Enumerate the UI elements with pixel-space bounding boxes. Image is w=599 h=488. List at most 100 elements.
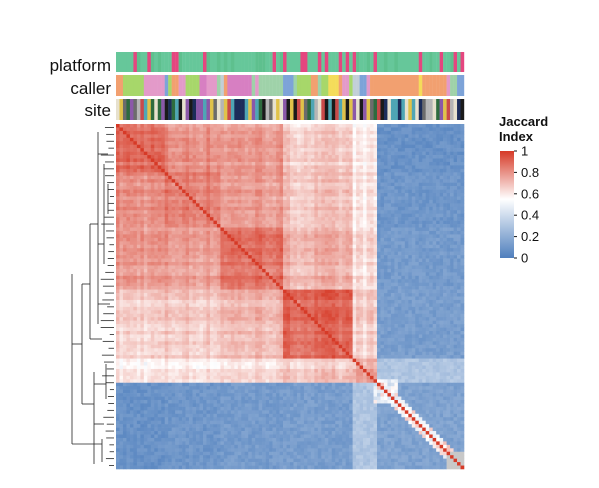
heatmap-cell [272,155,277,159]
heatmap-cell [140,199,145,204]
heatmap-cell [356,251,360,256]
heatmap-cell [425,244,430,249]
heatmap-cell [401,148,406,152]
heatmap-cell [324,217,329,221]
heatmap-cell [290,196,294,201]
track-site-stripe [122,99,127,120]
heatmap-cell [446,203,451,208]
heatmap-cell [446,182,451,187]
heatmap-cell [168,141,172,145]
heatmap-cell [373,234,378,239]
heatmap-cell [269,237,273,242]
heatmap-cell [269,141,273,145]
heatmap-cell [380,179,385,183]
heatmap-cell [161,206,166,211]
heatmap-cell [359,272,364,277]
heatmap-cell [377,237,381,242]
track-caller-stripe [154,75,158,96]
heatmap-cell [408,234,413,239]
heatmap-cell [150,182,155,187]
heatmap-cell [223,199,228,204]
heatmap-cell [404,165,409,170]
heatmap-cell [307,124,312,128]
heatmap-cell [203,141,207,145]
heatmap-cell [206,220,211,225]
heatmap-cell [244,241,249,246]
heatmap-cell [161,130,166,135]
heatmap-cell [234,244,239,249]
heatmap-cell [279,213,284,218]
heatmap-cell [296,241,301,246]
heatmap-cell [192,199,197,204]
heatmap-cell [119,137,124,142]
heatmap-cell [147,158,152,163]
heatmap-cell [443,196,447,201]
heatmap-cell [303,141,308,145]
heatmap-cell [265,137,270,142]
heatmap-cell [196,193,200,197]
heatmap-cell [293,265,298,270]
heatmap-cell [189,272,193,277]
heatmap-cell [185,279,190,283]
heatmap-cell [377,196,381,201]
heatmap-cell [342,179,346,183]
track-platform-stripe [352,52,357,72]
heatmap-cell [154,158,159,163]
heatmap-cell [182,268,186,273]
heatmap-cell [182,196,186,201]
heatmap-cell [199,141,204,145]
heatmap-cell [436,262,440,266]
heatmap-cell [303,244,308,249]
heatmap-cell [342,230,346,235]
heatmap-cell [223,213,228,218]
heatmap-cell [324,224,329,228]
heatmap-cell [119,206,124,211]
heatmap-cell [450,199,454,204]
heatmap-cell [161,262,166,266]
heatmap-cell [425,234,430,239]
heatmap-cell [237,168,242,173]
heatmap-cell [196,241,200,246]
heatmap-cell [209,227,214,232]
heatmap-cell [432,203,437,208]
heatmap-cell [453,262,458,266]
heatmap-cell [377,124,381,128]
heatmap-cell [189,165,193,170]
heatmap-cell [276,161,280,166]
heatmap-cell [352,244,357,249]
heatmap-cell [150,168,155,173]
heatmap-cell [380,124,385,128]
heatmap-cell [377,224,381,228]
heatmap-cell [296,203,301,208]
heatmap-cell [366,203,371,208]
heatmap-cell [401,203,406,208]
heatmap-cell [296,244,301,249]
heatmap-cell [432,244,437,249]
heatmap-cell [383,255,388,259]
heatmap-cell [164,251,169,256]
heatmap-cell [359,244,364,249]
heatmap-cell [244,230,249,235]
heatmap-cell [356,186,360,190]
heatmap-cell [457,141,461,145]
heatmap-cell [408,179,413,183]
heatmap-cell [324,237,329,242]
track-caller-stripe [425,75,430,96]
heatmap-cell [345,210,350,214]
heatmap-cell [387,248,392,252]
heatmap-cell [453,127,458,132]
heatmap-cell [286,130,291,135]
heatmap-cell [331,175,336,180]
heatmap-cell [377,213,381,218]
heatmap-cell [443,137,447,142]
heatmap-cell [213,124,218,128]
heatmap-cell [220,275,225,280]
heatmap-cell [296,186,301,190]
heatmap-cell [390,213,395,218]
heatmap-cell [446,199,451,204]
heatmap-cell [122,137,127,142]
heatmap-cell [349,182,353,187]
heatmap-cell [178,168,183,173]
heatmap-cell [182,165,186,170]
heatmap-cell [255,203,259,208]
